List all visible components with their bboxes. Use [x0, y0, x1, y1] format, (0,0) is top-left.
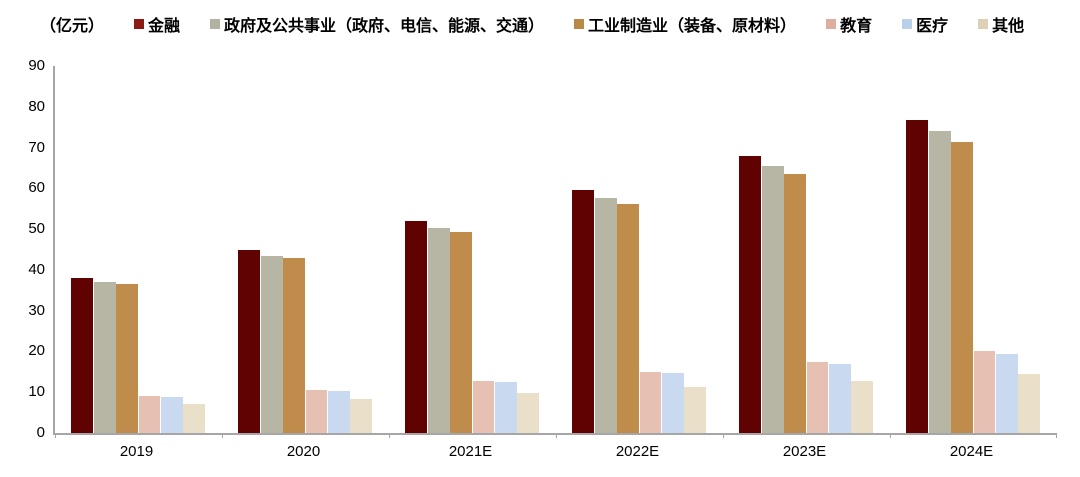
x-axis-tick: [723, 433, 724, 438]
bar-industrial-manufacturing-2022E: [617, 203, 639, 433]
legend-item-government-utilities: 政府及公共事业（政府、电信、能源、交通）: [210, 12, 544, 36]
bar-government-utilities-2019: [93, 282, 116, 433]
bar-government-utilities-2024E: [928, 131, 951, 433]
bar-education-2024E: [973, 351, 996, 433]
bar-industrial-manufacturing-2020: [283, 258, 305, 433]
y-tick-label-60: 60: [28, 179, 45, 197]
y-tick-label-70: 70: [28, 138, 45, 156]
bar-education-2020: [305, 389, 328, 433]
bar-education-2023E: [806, 362, 829, 433]
y-tick-label-80: 80: [28, 97, 45, 115]
y-tick-label-90: 90: [28, 57, 45, 74]
bar-healthcare-2024E: [995, 353, 1018, 433]
x-axis-tick: [55, 433, 56, 438]
bar-group-2021E: [389, 66, 556, 433]
x-axis-tick: [890, 433, 891, 438]
x-axis-tick: [1056, 433, 1057, 438]
legend-swatch-government-utilities: [210, 19, 221, 29]
bar-finance-2021E: [405, 221, 428, 433]
bar-healthcare-2023E: [828, 364, 851, 433]
legend-item-education: 教育: [826, 12, 872, 36]
legend: （亿元） 金融 政府及公共事业（政府、电信、能源、交通） 工业制造业（装备、原材料）…: [40, 12, 1070, 36]
bar-group-2024E: [890, 66, 1057, 433]
bar-other-2023E: [851, 380, 874, 433]
bar-healthcare-2022E: [661, 373, 684, 433]
bar-government-utilities-2023E: [761, 165, 784, 433]
bar-industrial-manufacturing-2023E: [784, 174, 806, 433]
legend-label-other: 其他: [992, 18, 1025, 35]
bar-government-utilities-2022E: [594, 198, 617, 433]
y-tick-label-10: 10: [28, 383, 45, 401]
legend-label-finance: 金融: [148, 18, 181, 35]
x-tick-label-2020: 2020: [286, 443, 321, 460]
x-axis-tick: [222, 433, 223, 438]
bar-industrial-manufacturing-2024E: [951, 141, 973, 433]
legend-item-other: 其他: [978, 12, 1024, 36]
bar-finance-2019: [71, 278, 94, 433]
bar-group-2023E: [723, 66, 890, 433]
y-tick-label-20: 20: [28, 342, 45, 360]
legend-item-industrial-manufacturing: 工业制造业（装备、原材料）: [574, 12, 796, 36]
bar-finance-2022E: [572, 190, 595, 433]
plot-area: [53, 66, 1057, 438]
legend-swatch-education: [826, 19, 837, 29]
x-axis-tick: [389, 433, 390, 438]
bar-group-2022E: [556, 66, 723, 433]
bar-education-2019: [138, 396, 161, 433]
legend-label-government-utilities: 政府及公共事业（政府、电信、能源、交通）: [224, 18, 545, 35]
y-tick-label-0: 0: [36, 424, 45, 441]
legend-swatch-other: [978, 19, 989, 29]
bar-education-2022E: [639, 372, 662, 433]
legend-label-healthcare: 医疗: [916, 18, 949, 35]
bar-government-utilities-2020: [260, 255, 283, 433]
legend-label-industrial-manufacturing: 工业制造业（装备、原材料）: [588, 18, 797, 35]
bar-healthcare-2021E: [494, 382, 517, 433]
bar-other-2024E: [1018, 374, 1041, 433]
y-tick-label-40: 40: [28, 260, 45, 278]
bar-group-2019: [55, 66, 222, 433]
x-tick-label-2021E: 2021E: [448, 443, 493, 460]
bar-industrial-manufacturing-2019: [116, 283, 138, 433]
bar-finance-2020: [238, 250, 261, 433]
bar-healthcare-2019: [160, 397, 183, 433]
legend-label-education: 教育: [840, 18, 873, 35]
bar-finance-2023E: [739, 156, 762, 433]
legend-item-healthcare: 医疗: [902, 12, 948, 36]
bar-other-2021E: [517, 393, 540, 433]
bar-group-2020: [222, 66, 389, 433]
legend-swatch-finance: [134, 19, 145, 29]
y-tick-label-50: 50: [28, 220, 45, 238]
legend-items: 金融 政府及公共事业（政府、电信、能源、交通） 工业制造业（装备、原材料） 教育 医疗 其…: [134, 12, 1024, 36]
x-tick-label-2024E: 2024E: [949, 443, 994, 460]
x-tick-label-2019: 2019: [119, 443, 154, 460]
legend-swatch-healthcare: [902, 19, 913, 29]
bar-industrial-manufacturing-2021E: [450, 231, 472, 433]
bar-education-2021E: [472, 381, 495, 433]
x-tick-label-2022E: 2022E: [615, 443, 660, 460]
bar-government-utilities-2021E: [427, 227, 450, 433]
unit-label: （亿元）: [40, 18, 105, 35]
bar-other-2019: [183, 403, 206, 433]
y-tick-label-30: 30: [28, 301, 45, 319]
bar-other-2020: [350, 398, 373, 433]
bar-finance-2024E: [906, 119, 929, 433]
legend-swatch-industrial-manufacturing: [574, 19, 585, 29]
x-tick-label-2023E: 2023E: [782, 443, 827, 460]
legend-item-finance: 金融: [134, 12, 180, 36]
x-axis-tick: [556, 433, 557, 438]
bar-other-2022E: [684, 387, 707, 433]
bar-healthcare-2020: [327, 390, 350, 433]
